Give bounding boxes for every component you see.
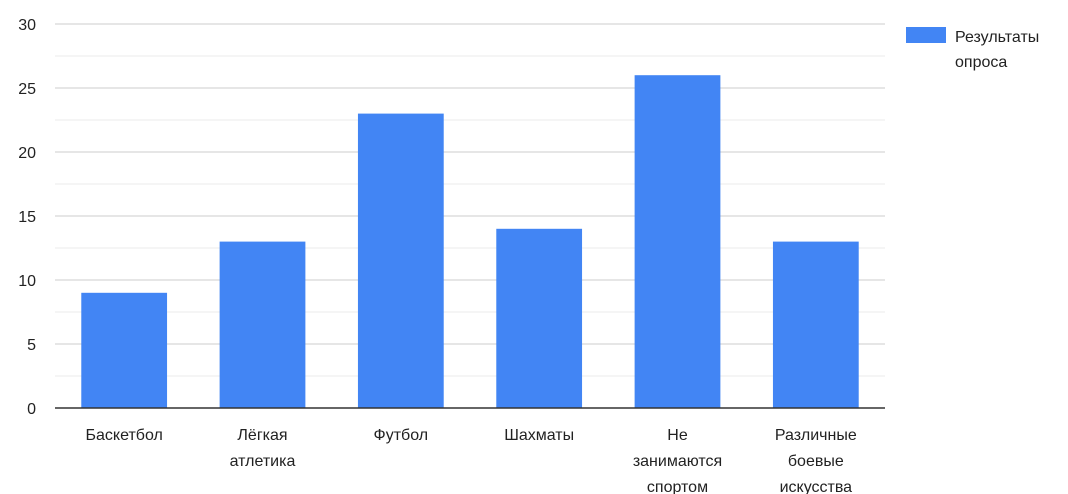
grid-lines: [55, 23, 885, 377]
x-category-label: Различные: [775, 427, 857, 444]
x-category-label: искусства: [780, 479, 853, 494]
bar: [357, 113, 444, 408]
y-tick-label: 5: [27, 337, 36, 354]
y-tick-label: 10: [18, 273, 36, 290]
x-category-label: Баскетбол: [86, 427, 163, 444]
x-category-label: Не: [667, 427, 688, 444]
x-category-label: занимаются: [633, 453, 722, 470]
y-tick-label: 15: [18, 209, 36, 226]
x-category-label: Лёгкая: [237, 427, 287, 444]
x-category-label: Футбол: [374, 427, 429, 444]
x-category-label: атлетика: [230, 453, 296, 470]
bars: [81, 75, 859, 408]
legend: Результаты опроса: [906, 27, 1039, 71]
bar: [219, 241, 306, 408]
y-tick-label: 25: [18, 81, 36, 98]
x-category-label: боевые: [788, 453, 844, 470]
bar: [81, 292, 168, 408]
y-axis-tick-labels: 0 5 10 15 20 25 30: [18, 17, 36, 418]
x-category-label: спортом: [647, 479, 708, 494]
y-tick-label: 20: [18, 145, 36, 162]
legend-swatch: [906, 27, 946, 43]
x-category-label: Шахматы: [504, 427, 574, 444]
bar: [772, 241, 859, 408]
y-tick-label: 0: [27, 401, 36, 418]
bar: [634, 75, 721, 408]
y-tick-label: 30: [18, 17, 36, 34]
legend-label-line-1: Результаты: [955, 29, 1039, 46]
bar: [496, 228, 583, 408]
x-axis-category-labels: Баскетбол Лёгкая атлетика Футбол Шахматы Не за…: [86, 427, 857, 494]
legend-label-line-2: опроса: [955, 54, 1007, 71]
